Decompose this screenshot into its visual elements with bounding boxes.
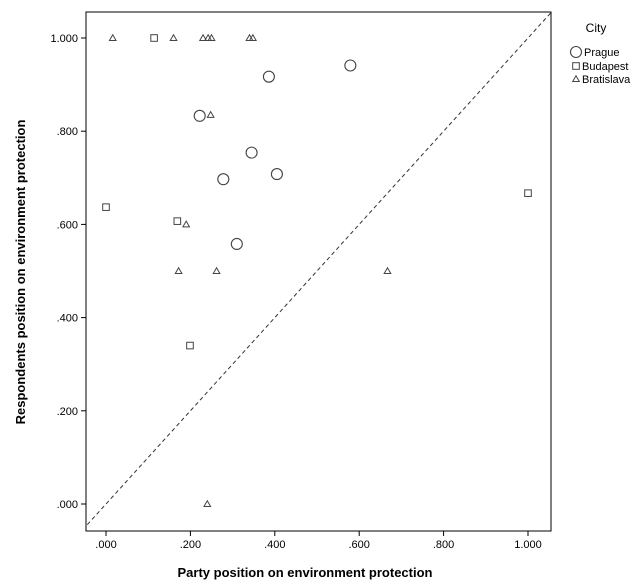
plot-frame	[85, 11, 552, 532]
point-bratislava	[206, 110, 215, 118]
point-budapest	[173, 217, 182, 225]
y-axis-title: Respondents position on environment prot…	[13, 120, 28, 425]
legend-marker-prague	[569, 45, 583, 59]
point-bratislava	[207, 33, 216, 41]
legend-label-bratislava: Bratislava	[582, 74, 631, 86]
legend-label-prague: Prague	[584, 47, 619, 59]
x-tick-label: 1.000	[514, 539, 542, 551]
point-bratislava	[169, 33, 178, 41]
point-bratislava	[198, 33, 208, 41]
point-bratislava	[248, 33, 258, 41]
point-budapest	[150, 34, 158, 42]
point-bratislava	[182, 220, 191, 228]
point-bratislava	[212, 266, 221, 274]
y-tick-label: .000	[57, 499, 78, 511]
y-tick-label: .800	[57, 126, 78, 138]
x-axis-title: Party position on environment protection	[178, 565, 433, 580]
x-tick-label: .400	[264, 539, 285, 551]
point-bratislava	[108, 33, 117, 41]
point-prague	[193, 109, 206, 122]
reference-diagonal-line	[86, 12, 551, 527]
legend-title: City	[586, 21, 607, 35]
x-tick-label: .600	[348, 539, 369, 551]
legend-marker-bratislava	[571, 74, 581, 82]
point-budapest	[102, 203, 110, 211]
point-prague	[344, 59, 357, 72]
point-prague	[270, 168, 283, 181]
y-tick-label: .200	[57, 406, 78, 418]
point-prague	[217, 173, 230, 186]
point-bratislava	[174, 266, 183, 274]
axes: .000 .200 .400 .600 .800 1.000 .000 .200 .400 .60…	[50, 33, 541, 551]
legend-marker-budapest	[572, 62, 580, 70]
y-tick-label: .400	[57, 313, 78, 325]
x-tick-label: .200	[180, 539, 201, 551]
point-prague	[262, 70, 275, 83]
legend-label-budapest: Budapest	[582, 61, 628, 73]
point-bratislava	[203, 499, 212, 507]
point-budapest	[186, 341, 194, 350]
x-tick-label: .800	[433, 539, 454, 551]
y-tick-label: 1.000	[50, 33, 78, 45]
plot-area	[85, 11, 552, 532]
y-tick-label: .600	[57, 219, 78, 231]
point-prague	[245, 146, 258, 159]
point-bratislava	[383, 266, 392, 274]
data-points	[102, 33, 532, 507]
point-prague	[230, 237, 243, 251]
point-budapest	[524, 189, 532, 197]
x-tick-label: .000	[95, 539, 116, 551]
